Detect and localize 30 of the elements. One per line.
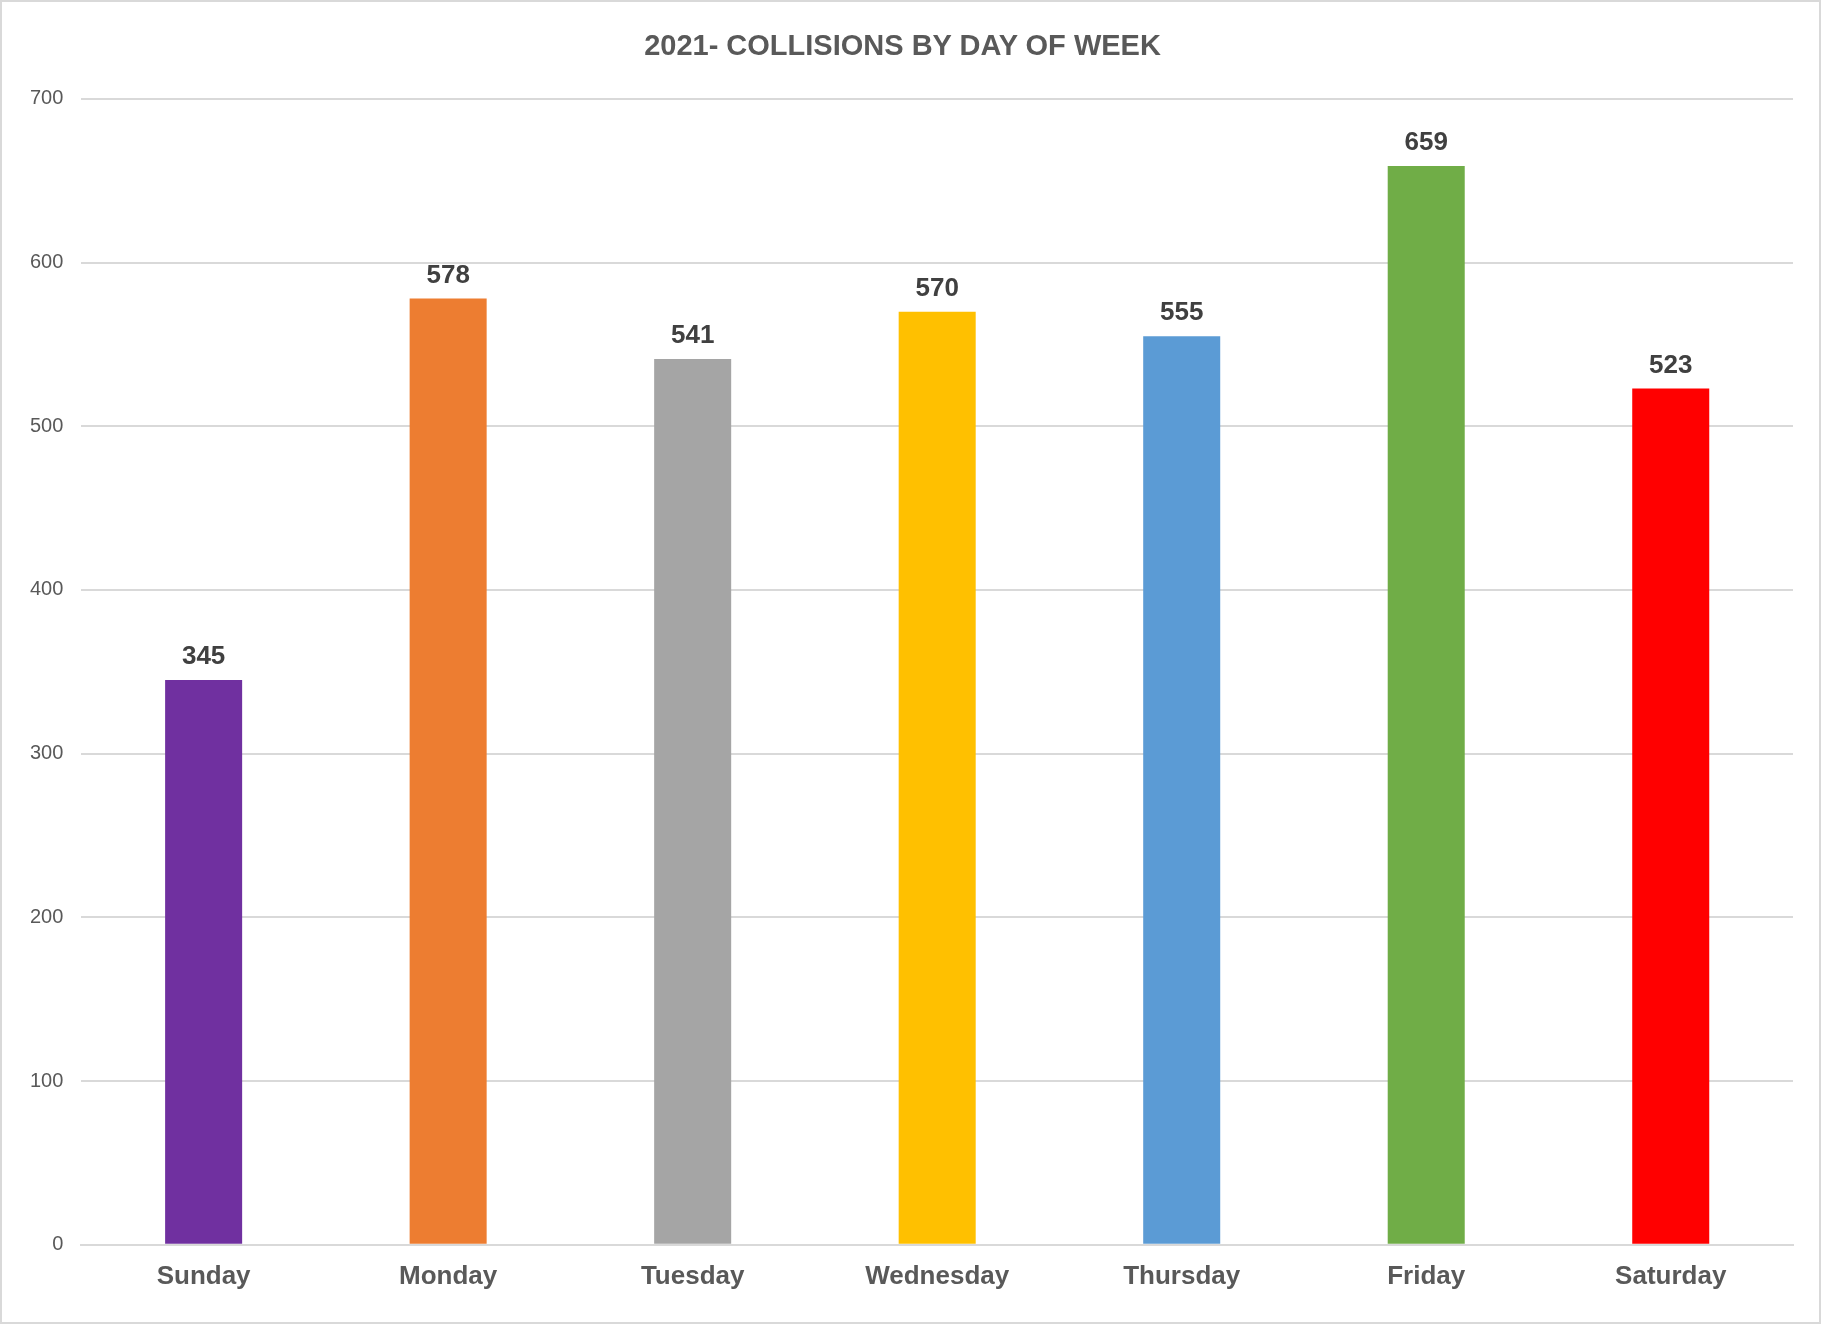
x-tick-label: Thursday [1123, 1259, 1241, 1290]
x-tick-label: Friday [1387, 1259, 1466, 1290]
bar [1387, 165, 1465, 1244]
bar [898, 311, 976, 1244]
x-tick-label: Wednesday [865, 1259, 1010, 1290]
y-tick-label: 600 [29, 250, 64, 273]
y-tick-label: 200 [29, 904, 64, 927]
bar [409, 298, 487, 1244]
data-label: 578 [426, 258, 470, 289]
x-tick-label: Monday [399, 1259, 498, 1290]
data-label: 345 [181, 640, 226, 671]
data-label: 659 [1404, 126, 1448, 157]
y-tick-label: 100 [29, 1068, 64, 1091]
bar [1632, 388, 1710, 1244]
y-tick-label: 300 [29, 741, 64, 764]
data-label: 555 [1160, 296, 1204, 327]
data-label: 541 [670, 319, 715, 350]
y-tick-label: 400 [29, 577, 64, 600]
y-tick-label: 500 [29, 413, 64, 436]
bar [165, 679, 243, 1244]
y-tick-label: 0 [52, 1232, 64, 1255]
x-tick-label: Saturday [1615, 1259, 1727, 1290]
data-label: 523 [1649, 348, 1693, 379]
data-label: 570 [915, 271, 959, 302]
chart-title: 2021- COLLISIONS BY DAY OF WEEK [644, 29, 1161, 62]
bar [1143, 336, 1221, 1244]
x-tick-label: Tuesday [640, 1259, 745, 1290]
y-tick-label: 700 [29, 86, 64, 109]
x-tick-label: Sunday [156, 1259, 252, 1290]
bar [654, 359, 732, 1244]
